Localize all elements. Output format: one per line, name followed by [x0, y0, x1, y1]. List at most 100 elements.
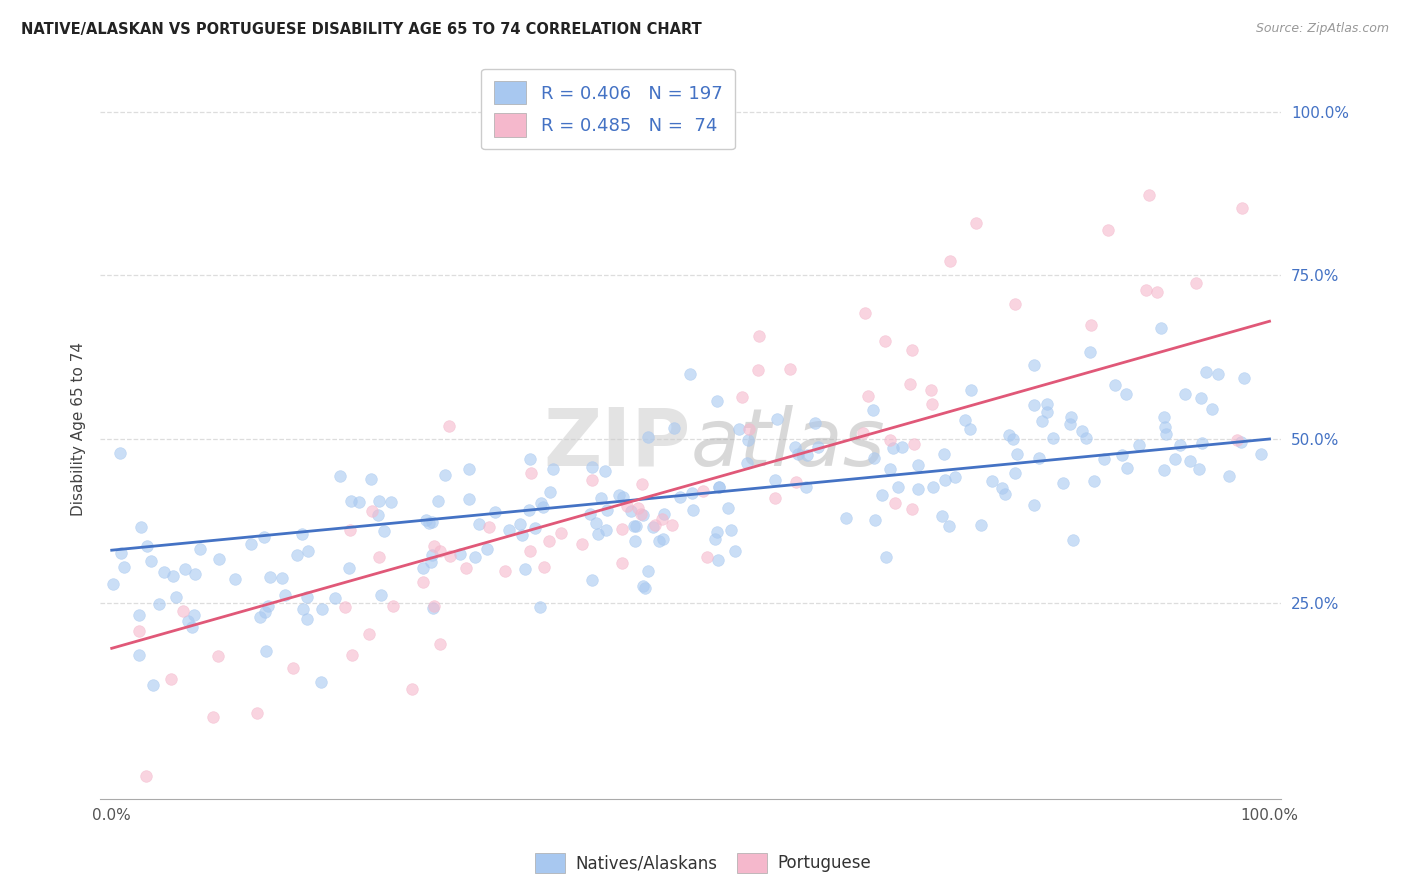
Point	[901, 343, 924, 357]
Point	[1164, 452, 1187, 467]
Point	[623, 519, 645, 533]
Point	[1135, 283, 1157, 297]
Point	[1168, 437, 1191, 451]
Point	[458, 461, 481, 475]
Point	[589, 491, 612, 505]
Point	[183, 607, 205, 622]
Legend: R = 0.406   N = 197, R = 0.485   N =  74: R = 0.406 N = 197, R = 0.485 N = 74	[481, 69, 735, 149]
Point	[766, 412, 789, 426]
Point	[347, 495, 370, 509]
Text: atlas: atlas	[690, 405, 886, 483]
Point	[863, 512, 886, 526]
Point	[779, 361, 801, 376]
Point	[990, 481, 1012, 495]
Point	[339, 523, 361, 537]
Point	[367, 508, 389, 522]
Point	[879, 461, 901, 475]
Point	[1080, 318, 1102, 332]
Point	[1062, 533, 1084, 547]
Point	[588, 527, 610, 541]
Point	[965, 216, 987, 230]
Point	[1092, 451, 1115, 466]
Point	[1218, 468, 1240, 483]
Point	[637, 564, 659, 578]
Point	[706, 394, 728, 409]
Point	[998, 427, 1021, 442]
Point	[1024, 498, 1046, 512]
Point	[254, 605, 277, 619]
Point	[172, 604, 194, 618]
Point	[785, 475, 807, 490]
Point	[804, 417, 827, 431]
Point	[651, 532, 673, 546]
Point	[380, 495, 402, 509]
Point	[541, 462, 564, 476]
Point	[1230, 201, 1253, 215]
Point	[252, 531, 274, 545]
Point	[184, 567, 207, 582]
Point	[1059, 417, 1081, 432]
Point	[1206, 367, 1229, 381]
Point	[607, 487, 630, 501]
Point	[439, 549, 461, 563]
Point	[703, 532, 725, 546]
Point	[647, 533, 669, 548]
Point	[934, 473, 956, 487]
Point	[477, 541, 499, 556]
Point	[595, 463, 617, 477]
Point	[129, 520, 152, 534]
Point	[135, 769, 157, 783]
Point	[595, 523, 617, 537]
Point	[610, 522, 633, 536]
Point	[1233, 371, 1256, 385]
Point	[1153, 419, 1175, 434]
Point	[148, 597, 170, 611]
Point	[513, 562, 536, 576]
Point	[1178, 454, 1201, 468]
Point	[921, 397, 943, 411]
Point	[509, 517, 531, 532]
Text: ZIP: ZIP	[543, 405, 690, 483]
Point	[724, 544, 747, 558]
Point	[1097, 223, 1119, 237]
Legend: Natives/Alaskans, Portuguese: Natives/Alaskans, Portuguese	[529, 847, 877, 880]
Point	[738, 422, 761, 436]
Point	[423, 540, 446, 554]
Point	[283, 661, 305, 675]
Point	[108, 446, 131, 460]
Point	[1004, 297, 1026, 311]
Point	[1001, 432, 1024, 446]
Point	[903, 437, 925, 451]
Point	[531, 500, 554, 515]
Point	[456, 560, 478, 574]
Point	[953, 413, 976, 427]
Point	[1052, 476, 1074, 491]
Point	[706, 553, 728, 567]
Point	[651, 512, 673, 526]
Point	[1007, 447, 1029, 461]
Point	[323, 591, 346, 606]
Point	[901, 502, 924, 516]
Point	[412, 575, 434, 590]
Point	[256, 599, 278, 613]
Point	[188, 541, 211, 556]
Point	[1104, 378, 1126, 392]
Point	[696, 549, 718, 564]
Point	[654, 507, 676, 521]
Point	[619, 504, 641, 518]
Point	[292, 602, 315, 616]
Point	[682, 503, 704, 517]
Point	[468, 516, 491, 531]
Point	[1042, 431, 1064, 445]
Point	[1226, 433, 1249, 447]
Point	[706, 524, 728, 539]
Point	[748, 329, 770, 343]
Point	[1070, 424, 1092, 438]
Point	[581, 473, 603, 487]
Point	[1128, 438, 1150, 452]
Point	[524, 521, 547, 535]
Point	[162, 569, 184, 583]
Point	[879, 433, 901, 447]
Y-axis label: Disability Age 65 to 74: Disability Age 65 to 74	[72, 343, 86, 516]
Point	[529, 496, 551, 510]
